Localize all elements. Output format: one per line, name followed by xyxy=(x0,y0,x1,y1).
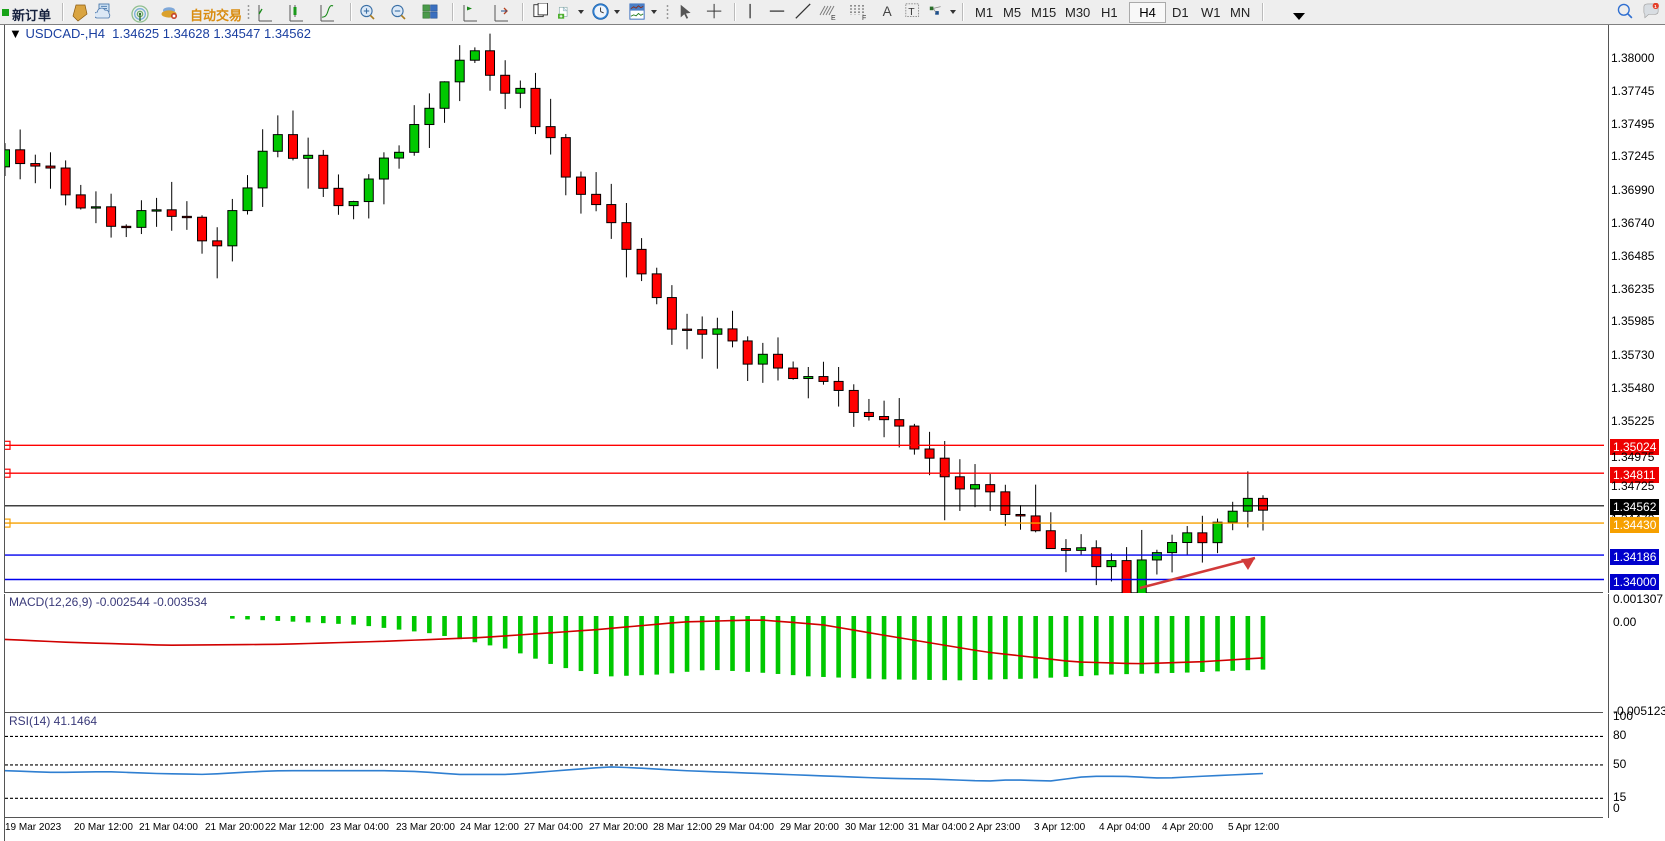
svg-text:F: F xyxy=(862,15,866,22)
svg-text:1: 1 xyxy=(1654,4,1657,10)
svg-text:A: A xyxy=(883,4,893,19)
svg-text:E: E xyxy=(831,15,836,22)
svg-text:T: T xyxy=(908,7,915,18)
